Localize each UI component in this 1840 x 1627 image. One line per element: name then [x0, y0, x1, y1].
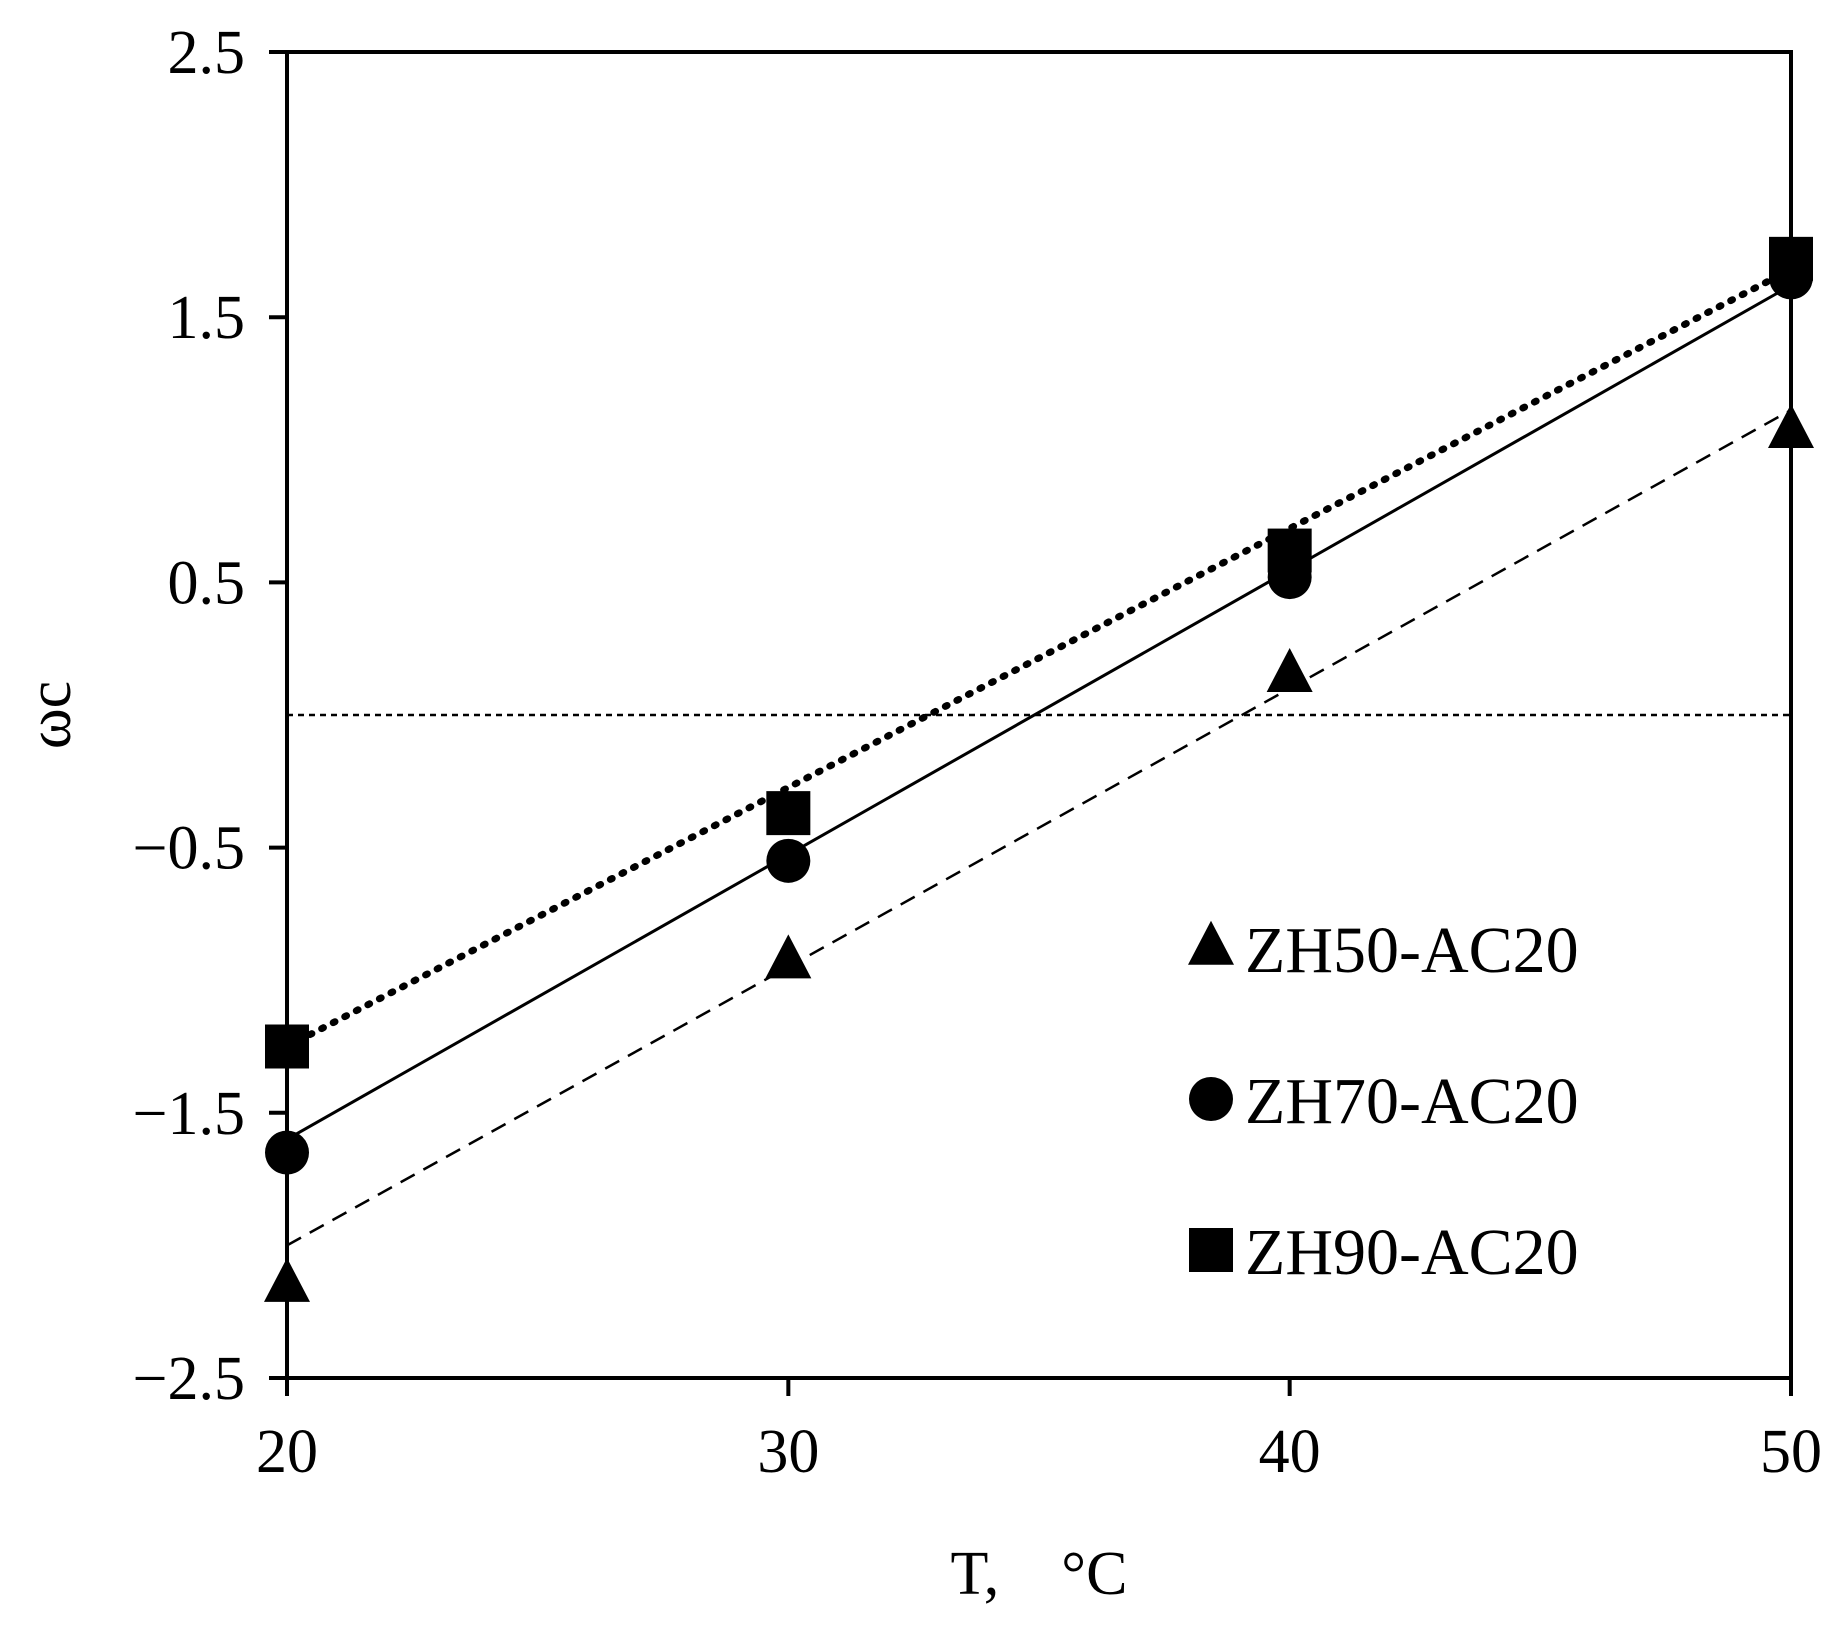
legend-label: ZH90-AC20 — [1245, 1216, 1579, 1289]
fit-line-zh90-ac20 — [283, 265, 1795, 1050]
data-point-triangle — [765, 934, 812, 979]
data-point-square — [1769, 236, 1813, 281]
legend-label: ZH50-AC20 — [1245, 914, 1579, 987]
markers-layer — [264, 236, 1814, 1302]
data-point-triangle — [1768, 403, 1814, 448]
legend-marker-circle — [1189, 1077, 1233, 1121]
x-tick-label: 40 — [1259, 1418, 1321, 1486]
data-point-triangle — [264, 1257, 310, 1302]
x-tick-label: 20 — [256, 1418, 318, 1486]
legend-marker-triangle — [1188, 920, 1234, 965]
data-point-square — [1267, 528, 1312, 573]
x-tick-label: 30 — [757, 1418, 819, 1486]
fit-line-zh50-ac20 — [286, 408, 1792, 1247]
y-tick-label: 1.5 — [168, 284, 246, 352]
y-tick-label: 0.5 — [168, 549, 246, 617]
data-point-circle — [766, 838, 811, 883]
x-tick-label: 50 — [1760, 1418, 1822, 1486]
data-point-circle — [265, 1130, 309, 1175]
legend-label: ZH70-AC20 — [1245, 1065, 1579, 1138]
fit-lines-layer — [283, 265, 1795, 1247]
y-tick-label: −1.5 — [133, 1080, 245, 1148]
legend: ZH50-AC20 ZH70-AC20 ZH90-AC20 — [1188, 914, 1579, 1289]
x-axis-title: T, °C — [951, 1540, 1128, 1608]
y-tick-label: 2.5 — [168, 19, 246, 87]
fit-line-zh70-ac20 — [286, 284, 1792, 1141]
legend-marker-square — [1189, 1228, 1233, 1272]
ticks-layer: 20 30 40 50 2.5 1.5 0.5 −0.5 −1.5 −2.5 — [133, 19, 1822, 1486]
data-point-square — [265, 1024, 309, 1069]
y-axis-title: ωc — [16, 681, 84, 749]
data-point-triangle — [1266, 647, 1313, 692]
data-point-square — [766, 791, 811, 836]
y-tick-label: −2.5 — [133, 1345, 245, 1413]
y-tick-label: −0.5 — [133, 815, 245, 883]
